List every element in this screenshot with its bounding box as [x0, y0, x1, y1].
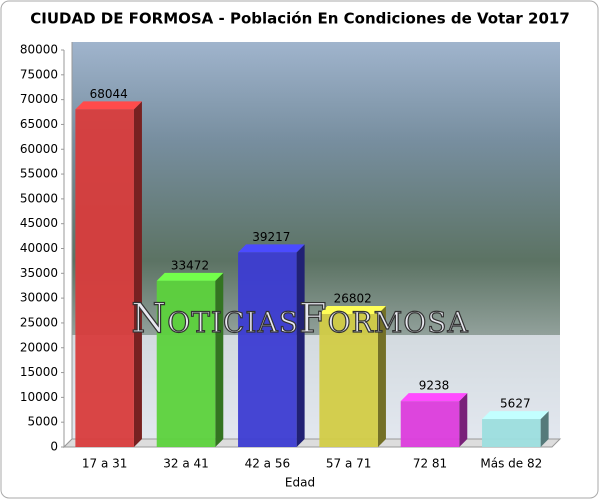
- x-tick-label: 72 81: [413, 457, 447, 471]
- bar-top: [400, 393, 468, 402]
- bar: [319, 313, 378, 447]
- y-tick-label: 10000: [20, 390, 58, 404]
- bar-side: [459, 393, 468, 447]
- y-tick-label: 40000: [20, 241, 58, 255]
- y-tick-label: 45000: [20, 216, 58, 230]
- bar: [238, 252, 297, 447]
- y-tick-label: 80000: [20, 43, 58, 57]
- y-tick-label: 70000: [20, 92, 58, 106]
- y-tick-label: 35000: [20, 266, 58, 280]
- bar: [482, 419, 541, 447]
- bar: [75, 109, 134, 447]
- y-tick-label: 75000: [20, 67, 58, 81]
- x-tick-label: 32 a 41: [163, 457, 209, 471]
- y-tick-label: 5000: [27, 415, 58, 429]
- y-tick-label: 55000: [20, 167, 58, 181]
- x-tick-label: 42 a 56: [245, 457, 291, 471]
- y-tick-label: 25000: [20, 315, 58, 329]
- bar-top: [238, 244, 305, 253]
- bar-side: [215, 272, 224, 447]
- bar: [400, 401, 460, 447]
- bar-top: [319, 305, 386, 314]
- y-tick-label: 65000: [20, 117, 58, 131]
- data-label: 26802: [334, 291, 372, 305]
- bar-top: [156, 272, 224, 281]
- bar-side: [133, 101, 142, 447]
- data-label: 9238: [419, 379, 450, 393]
- y-tick-label: 15000: [20, 365, 58, 379]
- y-tick-label: 50000: [20, 191, 58, 205]
- y-tick-label: 0: [50, 440, 58, 454]
- bar-side: [377, 305, 386, 447]
- background-photo-lower: [72, 335, 560, 440]
- chart-title: CIUDAD DE FORMOSA - Población En Condici…: [30, 10, 570, 28]
- x-tick-label: 17 a 31: [82, 457, 128, 471]
- x-tick-label: 57 a 71: [326, 457, 372, 471]
- bar-top: [482, 411, 549, 420]
- watermark: NoticiasFormosa: [131, 296, 468, 342]
- bar-side: [540, 411, 549, 447]
- x-axis-label: Edad: [285, 476, 315, 490]
- data-label: 39217: [252, 230, 290, 244]
- y-tick-label: 30000: [20, 291, 58, 305]
- y-tick-label: 20000: [20, 340, 58, 354]
- bar: [156, 280, 216, 447]
- x-tick-label: Más de 82: [480, 457, 542, 471]
- y-tick-label: 60000: [20, 142, 58, 156]
- data-label: 33472: [171, 258, 209, 272]
- data-label: 5627: [500, 397, 531, 411]
- bar-top: [75, 101, 142, 110]
- data-label: 68044: [90, 87, 128, 101]
- bar-side: [296, 244, 305, 447]
